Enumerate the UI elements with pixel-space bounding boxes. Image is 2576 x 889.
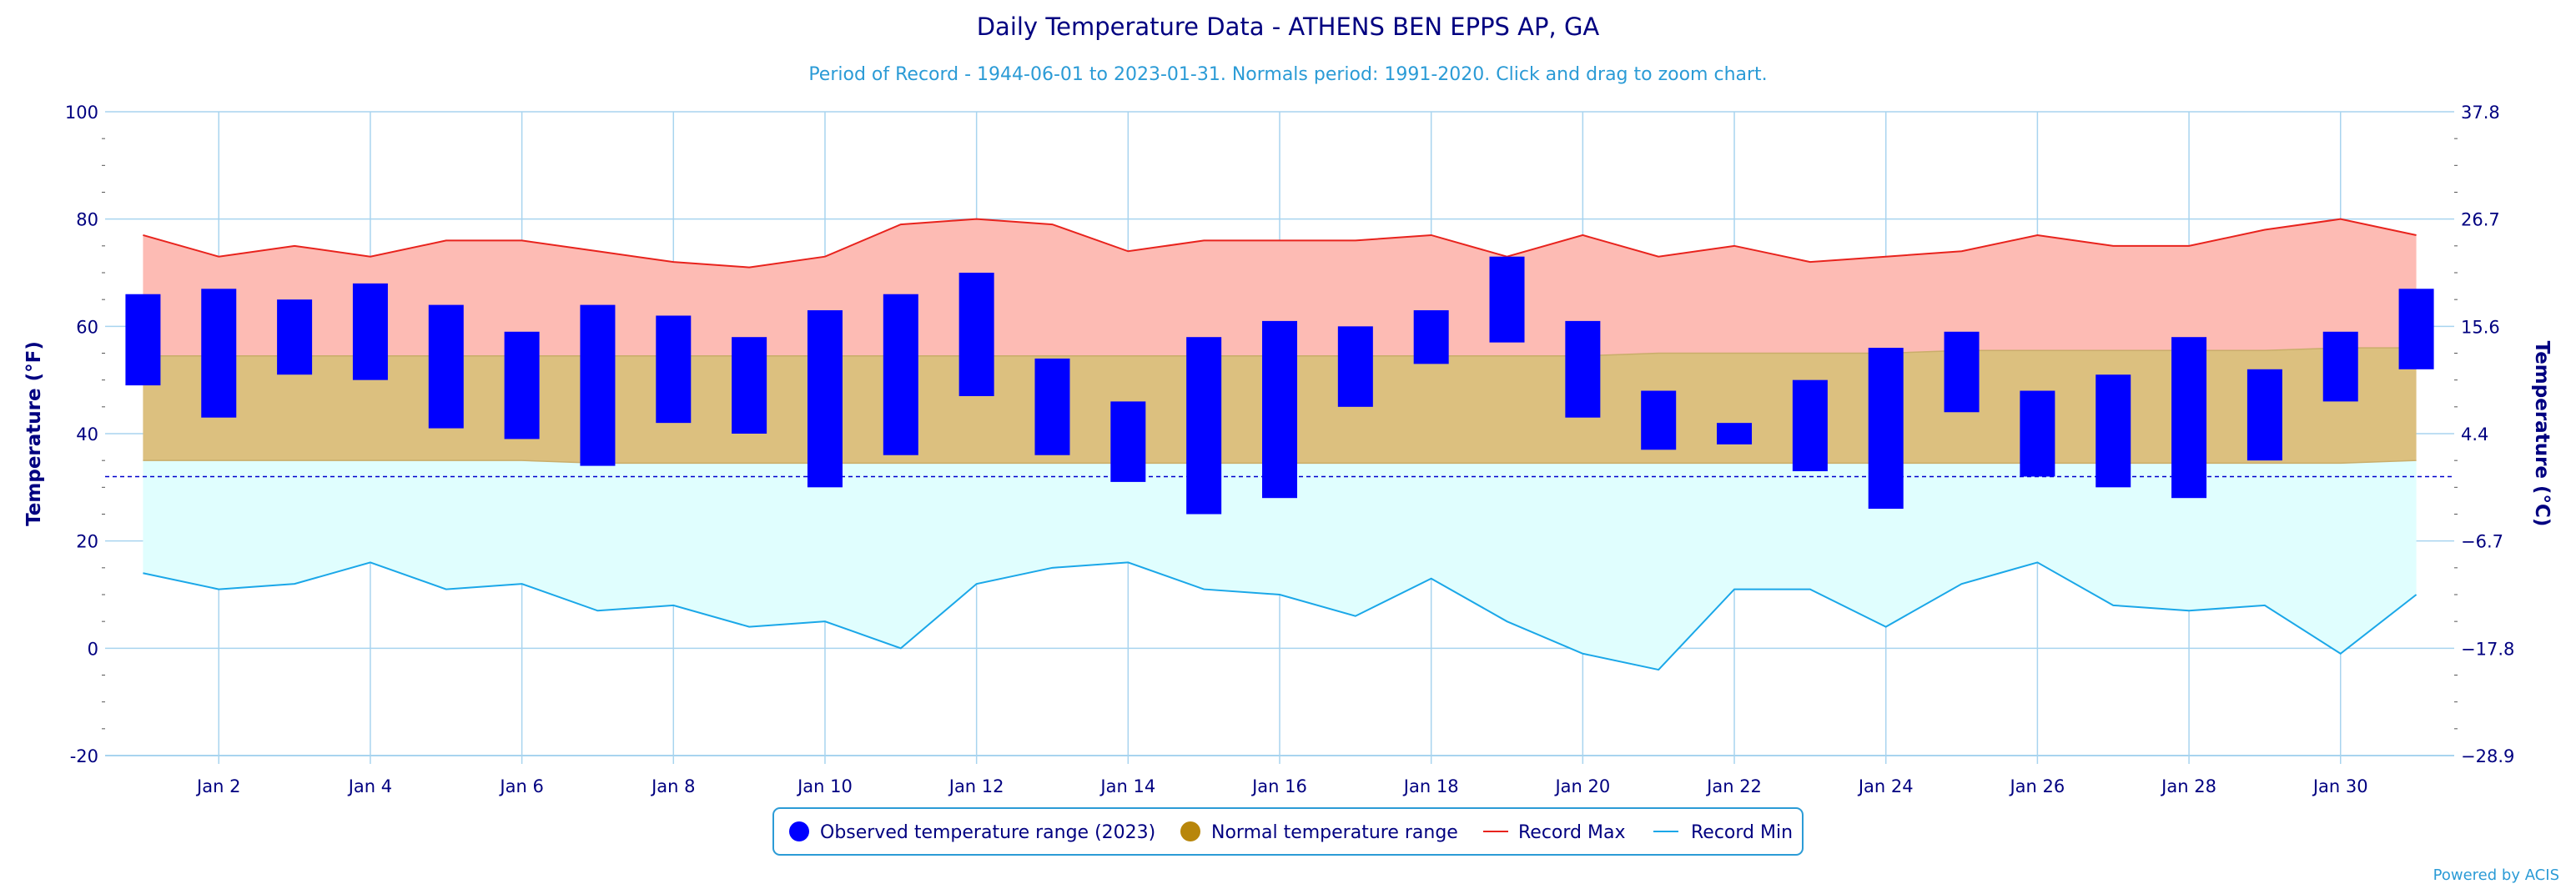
y-tick-label-left: 60 bbox=[76, 317, 98, 337]
observed-bar bbox=[504, 331, 540, 439]
observed-bar bbox=[1641, 390, 1677, 450]
observed-bar bbox=[2322, 331, 2358, 402]
x-tick-label: Jan 30 bbox=[2312, 776, 2368, 796]
observed-bar bbox=[1868, 348, 1904, 510]
observed-bar bbox=[1565, 320, 1601, 418]
observed-bar bbox=[883, 294, 918, 455]
observed-bars bbox=[125, 256, 2434, 515]
observed-bar bbox=[1413, 310, 1449, 364]
y-axis-label-left: Temperature (°F) bbox=[23, 341, 45, 526]
x-tick-label: Jan 6 bbox=[498, 776, 543, 796]
observed-bar bbox=[958, 273, 994, 396]
credit-link[interactable]: Powered by ACIS bbox=[2433, 866, 2559, 884]
observed-bar bbox=[2020, 390, 2055, 477]
legend-observed-marker bbox=[789, 821, 809, 841]
legend-record-max-label: Record Max bbox=[1518, 822, 1626, 843]
observed-bar bbox=[732, 337, 767, 434]
observed-bar bbox=[277, 299, 313, 375]
x-tick-label: Jan 4 bbox=[347, 776, 392, 796]
y-tick-label-right: −17.8 bbox=[2461, 639, 2514, 659]
x-tick-label: Jan 12 bbox=[948, 776, 1004, 796]
y-tick-label-left: 0 bbox=[88, 639, 98, 659]
observed-bar bbox=[807, 310, 843, 488]
observed-bar bbox=[1337, 326, 1373, 407]
record-max-area bbox=[143, 218, 2417, 356]
observed-bar bbox=[580, 304, 616, 466]
y-tick-label-left: 100 bbox=[65, 103, 98, 123]
observed-bar bbox=[1262, 320, 1297, 499]
y-axis-label-right: Temperature (°C) bbox=[2531, 341, 2553, 527]
y-tick-label-left: 80 bbox=[76, 210, 98, 230]
chart-subtitle: Period of Record - 1944-06-01 to 2023-01… bbox=[808, 64, 1767, 85]
legend-item-normal[interactable]: Normal temperature range bbox=[1180, 821, 1458, 843]
observed-bar bbox=[1110, 401, 1146, 482]
record-min-line bbox=[143, 561, 2418, 671]
x-tick-label: Jan 2 bbox=[195, 776, 240, 796]
observed-bar bbox=[2096, 374, 2131, 488]
x-tick-label: Jan 26 bbox=[2008, 776, 2065, 796]
y-tick-label-left: 40 bbox=[76, 424, 98, 444]
y-tick-label-left: 20 bbox=[76, 532, 98, 552]
observed-bar bbox=[125, 294, 161, 386]
x-tick-label: Jan 16 bbox=[1250, 776, 1307, 796]
observed-bar bbox=[1717, 423, 1753, 444]
x-tick-label: Jan 18 bbox=[1402, 776, 1459, 796]
legend-record-min-label: Record Min bbox=[1691, 822, 1793, 843]
observed-bar bbox=[1034, 358, 1070, 455]
legend-observed-label: Observed temperature range (2023) bbox=[820, 822, 1155, 843]
record-max-line bbox=[143, 218, 2417, 269]
record-min-area bbox=[143, 460, 2417, 671]
observed-bar bbox=[1944, 331, 1980, 413]
x-tick-label: Jan 8 bbox=[650, 776, 695, 796]
legend-box bbox=[772, 807, 1804, 856]
observed-bar bbox=[2398, 289, 2434, 369]
observed-bar bbox=[2246, 369, 2282, 461]
observed-bar bbox=[352, 283, 388, 380]
x-tick-label: Jan 14 bbox=[1099, 776, 1155, 796]
observed-bar bbox=[1489, 256, 1525, 343]
legend-item-record-max[interactable]: Record Max bbox=[1483, 822, 1626, 843]
y-tick-label-right: 4.4 bbox=[2461, 424, 2488, 444]
y-tick-label-right: 37.8 bbox=[2461, 103, 2500, 123]
legend-item-observed[interactable]: Observed temperature range (2023) bbox=[789, 821, 1155, 843]
y-tick-label-right: 26.7 bbox=[2461, 210, 2500, 230]
x-tick-label: Jan 28 bbox=[2160, 776, 2216, 796]
x-tick-label: Jan 22 bbox=[1705, 776, 1762, 796]
x-tick-label: Jan 10 bbox=[796, 776, 853, 796]
y-tick-label-right: 15.6 bbox=[2461, 317, 2500, 337]
axis-ticks: -20 −28.9 0 −17.8 20 −6.7 40 4.4 60 15.6 80 26.7 100… bbox=[65, 103, 2514, 796]
y-tick-label-right: −6.7 bbox=[2461, 532, 2503, 552]
observed-bar bbox=[1186, 337, 1222, 515]
legend: Observed temperature range (2023) Normal… bbox=[772, 807, 1804, 856]
observed-bar bbox=[428, 304, 464, 429]
legend-item-record-min[interactable]: Record Min bbox=[1653, 822, 1793, 843]
legend-normal-marker bbox=[1180, 821, 1200, 841]
chart-title: Daily Temperature Data - ATHENS BEN EPPS… bbox=[977, 13, 1600, 41]
observed-bar bbox=[201, 289, 237, 418]
observed-bar bbox=[656, 315, 692, 424]
observed-bar bbox=[2171, 337, 2207, 499]
x-tick-label: Jan 20 bbox=[1553, 776, 1610, 796]
observed-bar bbox=[1792, 379, 1828, 472]
y-tick-label-right: −28.9 bbox=[2461, 746, 2514, 766]
x-tick-label: Jan 24 bbox=[1857, 776, 1914, 796]
y-tick-label-left: -20 bbox=[70, 746, 98, 766]
legend-normal-label: Normal temperature range bbox=[1211, 822, 1458, 843]
